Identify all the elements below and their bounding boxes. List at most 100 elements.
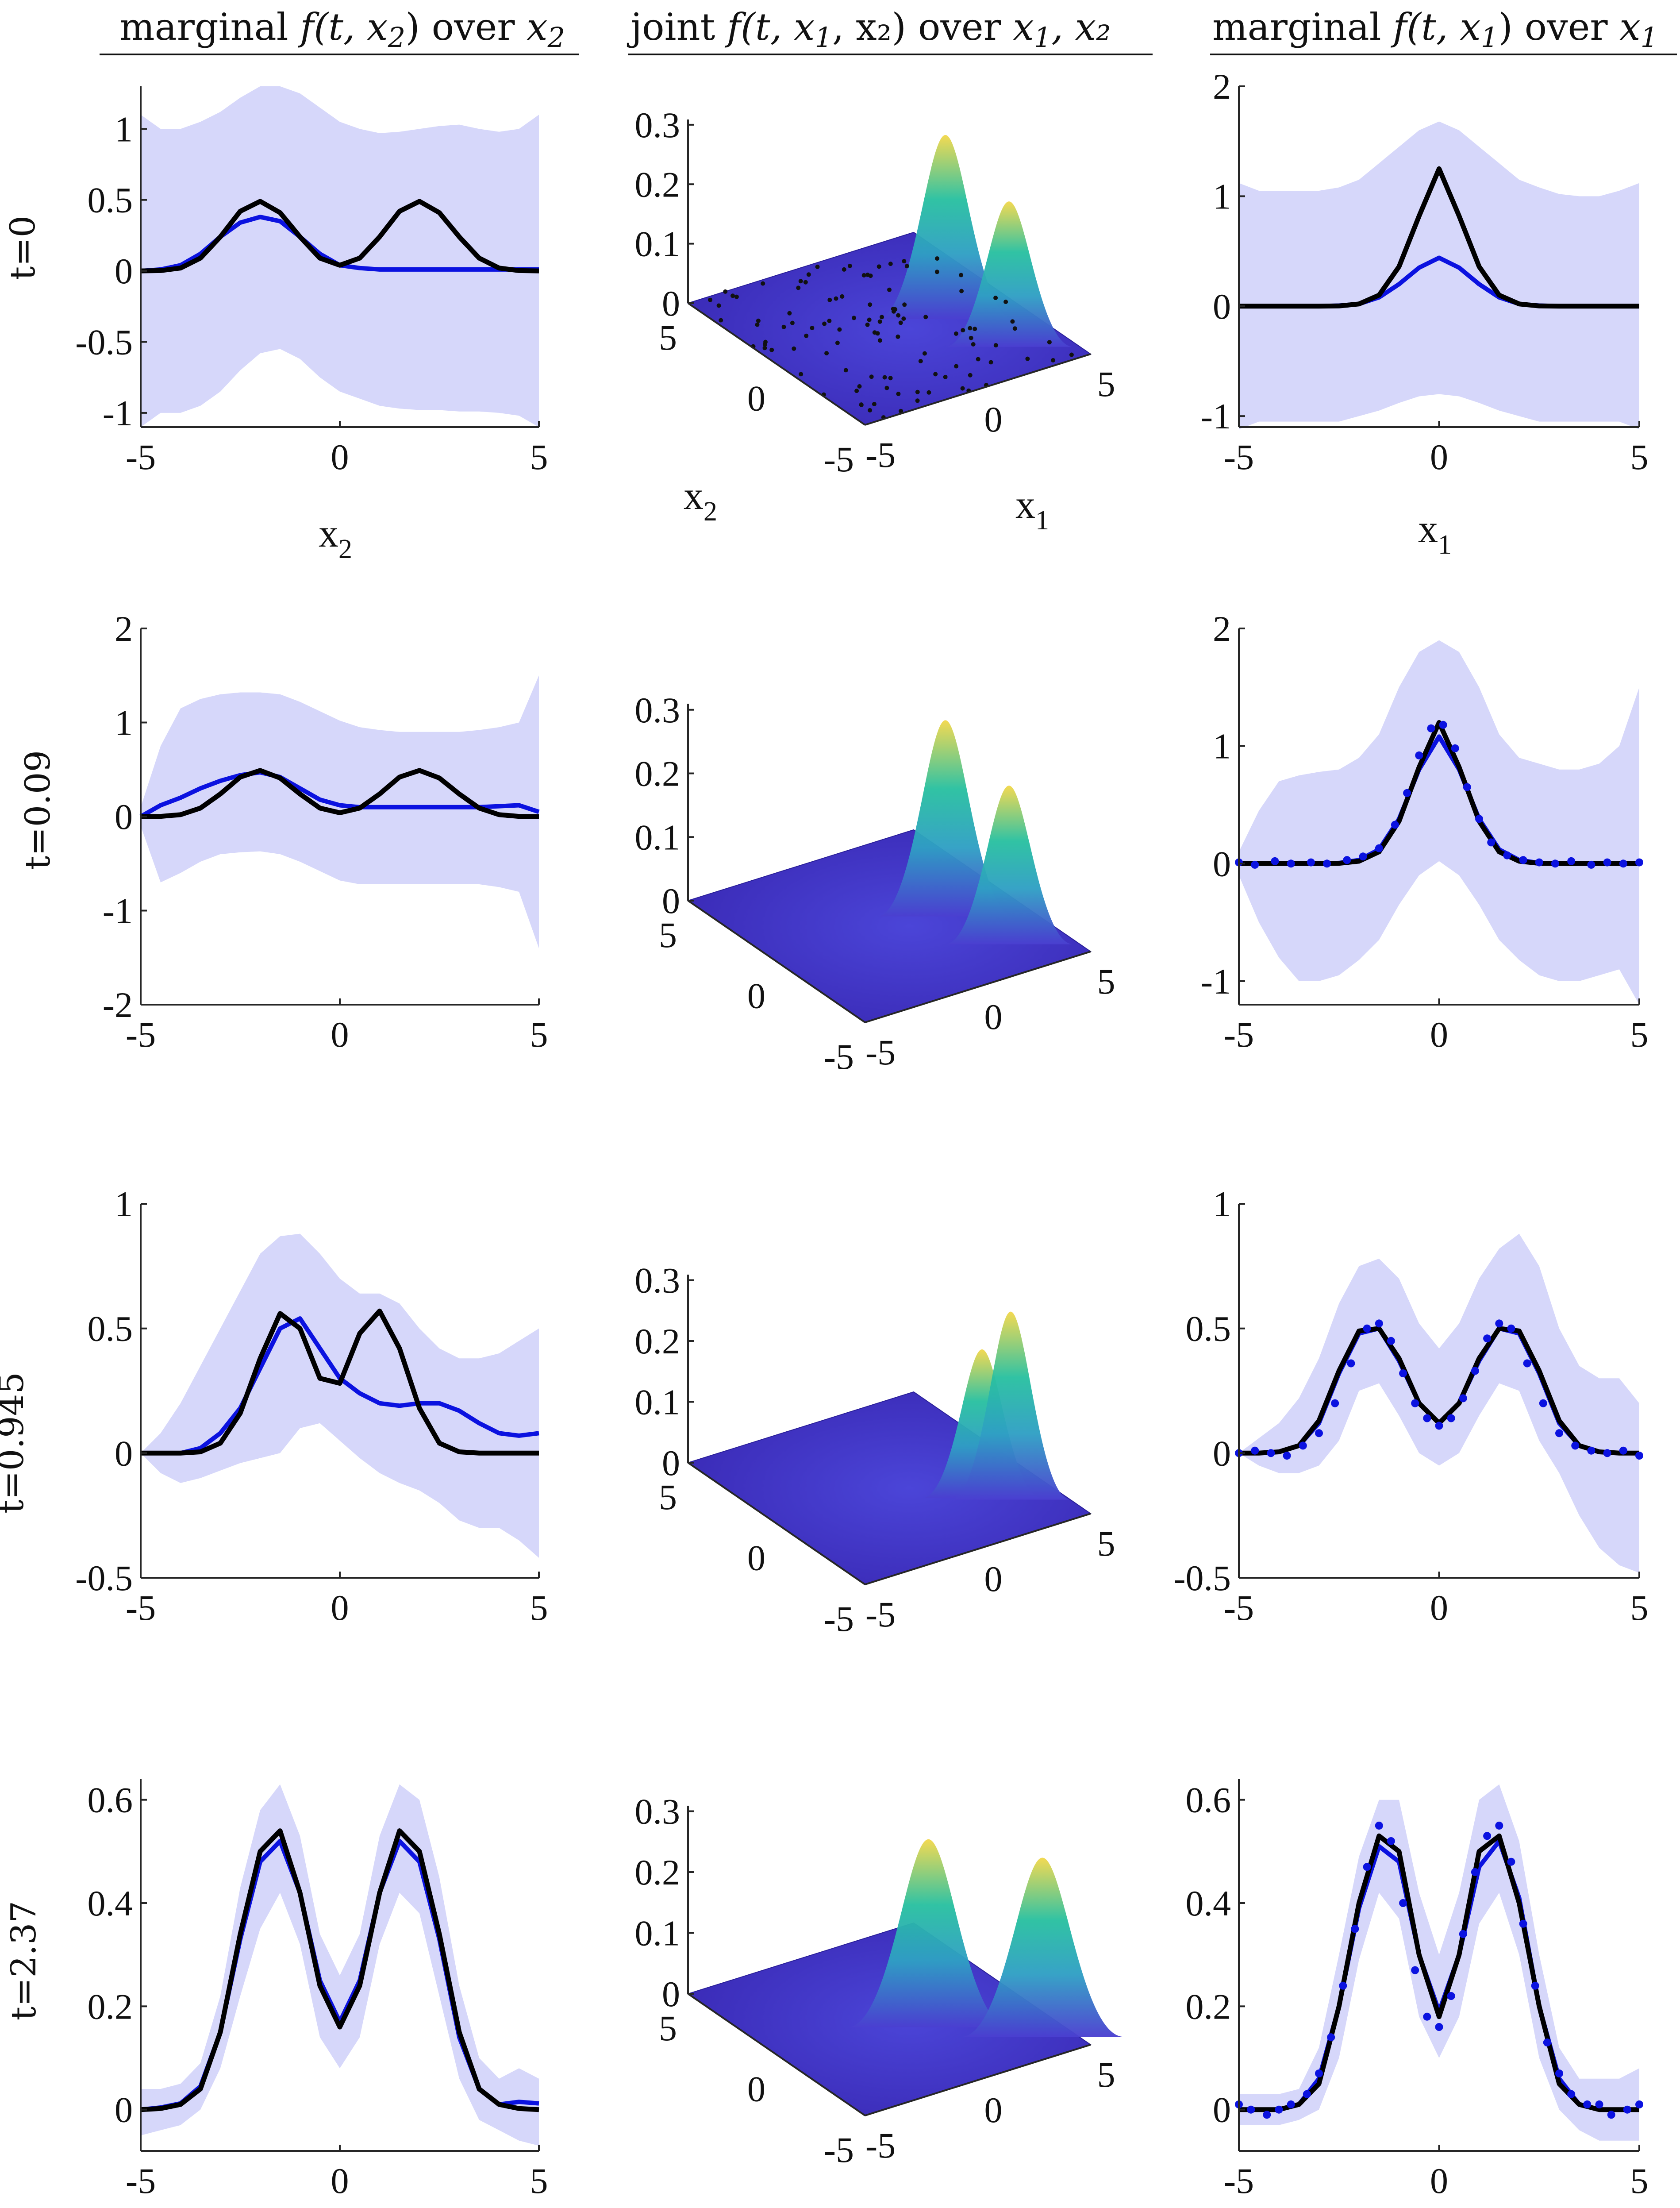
panel-joint-row3: 00.10.20.350-5 -505: [635, 1792, 1123, 2170]
column-title-marginal-x1: marginal f(t, x1) over x1: [1210, 5, 1677, 55]
x1-axis: [865, 951, 1091, 1023]
sample-point: [993, 296, 998, 300]
sample-point: [796, 285, 801, 290]
panel-marginal-x2-row1: -2 -1 0 1 2 -5 0 5: [103, 609, 548, 1055]
x2-axis: [687, 1993, 866, 2116]
sample-point: [922, 351, 927, 356]
sample-point: [902, 302, 907, 307]
sample-point: [976, 357, 980, 362]
data-point: [1567, 2090, 1576, 2098]
column-title-marginal-x2: marginal f(t, x2) over x2: [100, 5, 579, 55]
data-point: [1323, 859, 1331, 868]
x-tick-label: 5: [530, 437, 548, 477]
sample-point: [810, 326, 815, 330]
data-point: [1363, 1324, 1371, 1333]
x2-tick-label: 0: [747, 2069, 765, 2109]
sample-point: [806, 272, 811, 277]
x-tick-label: 5: [530, 1014, 548, 1055]
data-point: [1555, 1429, 1563, 1437]
sample-point: [877, 338, 882, 343]
sample-point: [904, 264, 909, 269]
x2-tick-label: -5: [824, 1037, 854, 1077]
x-tick-label: 0: [331, 2161, 349, 2201]
x-tick-label: 0: [1430, 437, 1448, 477]
data-point: [1619, 1446, 1627, 1455]
row-label-2: t=0.945: [0, 1372, 31, 1514]
panel-marginal-x2-row2: -0.5 0 0.5 1 -5 0 5: [75, 1184, 548, 1628]
data-point: [1399, 1369, 1407, 1378]
data-point: [1483, 1832, 1492, 1840]
sample-point: [960, 386, 965, 391]
data-point: [1447, 1414, 1455, 1422]
x-tick-label: 0: [1430, 2161, 1448, 2201]
sample-point: [933, 372, 938, 377]
data-point: [1531, 1981, 1539, 1990]
y-tick-label: 0: [1213, 1433, 1231, 1473]
sample-point: [918, 359, 923, 363]
z-tick-label: 0.2: [635, 1852, 680, 1892]
panel-marginal-x1-row0: -1 0 1 2 -5 0 5: [1201, 66, 1649, 477]
joint-label-x2-row0: x2: [684, 474, 717, 527]
sample-point: [840, 294, 845, 299]
sample-point: [804, 333, 809, 338]
data-point: [1551, 859, 1559, 868]
surface-peak: [848, 1839, 1008, 2027]
z-tick-label: 0.1: [635, 1913, 680, 1954]
data-point: [1635, 1452, 1643, 1460]
uncertainty-band: [141, 86, 539, 427]
sample-point: [968, 326, 973, 331]
sample-point: [993, 343, 998, 348]
data-point: [1475, 815, 1483, 823]
data-point: [1263, 2111, 1271, 2119]
data-point: [1519, 1919, 1527, 1928]
data-point: [1495, 1822, 1503, 1830]
data-point: [1375, 844, 1383, 852]
sample-point: [847, 263, 852, 268]
x1-tick-label: -5: [865, 2125, 896, 2166]
sample-point: [835, 340, 840, 345]
sample-point: [861, 273, 866, 277]
x1-tick-label: 0: [984, 399, 1003, 439]
x-tick-label: -5: [126, 437, 156, 477]
sample-point: [896, 334, 900, 339]
sample-point: [867, 317, 872, 322]
data-point: [1463, 783, 1471, 791]
sample-point: [857, 384, 862, 389]
data-point: [1519, 856, 1527, 864]
sample-point: [888, 262, 893, 266]
x2-tick-label: 0: [747, 976, 765, 1016]
y-tick-label: 0: [115, 1433, 133, 1473]
data-point: [1487, 838, 1495, 847]
x1-tick-label: 5: [1097, 2054, 1115, 2095]
svg-text:marginal f(t, x1) over x1: marginal f(t, x1) over x1: [1212, 5, 1658, 54]
data-point: [1623, 2105, 1631, 2114]
z-tick-label: 0.3: [635, 1792, 680, 1832]
y-tick-label: 0: [115, 2090, 133, 2130]
sample-point: [837, 327, 842, 332]
y-tick-label: 0.2: [1186, 1986, 1231, 2027]
x-tick-label: -5: [126, 1588, 156, 1628]
xlabel-x2-row0: x2: [319, 512, 352, 564]
data-point: [1451, 744, 1459, 752]
sample-point: [787, 311, 792, 316]
data-point: [1567, 857, 1576, 865]
data-point: [1411, 1399, 1419, 1407]
x-tick-label: 5: [1630, 437, 1649, 477]
data-point: [1439, 721, 1447, 729]
data-point: [1607, 2111, 1615, 2119]
panel-marginal-x1-row1: -1 0 1 2 -5 0 5: [1201, 609, 1649, 1055]
sample-point: [799, 372, 803, 377]
x1-axis: [865, 2044, 1091, 2116]
sample-point: [1012, 326, 1017, 331]
svg-text:marginal f(t, x2) over x2: marginal f(t, x2) over x2: [119, 5, 565, 54]
y-tick-label: 0.4: [1186, 1883, 1231, 1923]
data-point: [1447, 1992, 1455, 2000]
data-point: [1387, 1337, 1395, 1345]
z-tick-label: 0: [662, 1443, 680, 1483]
column-title-joint: joint f(t, x1, x₂) over x1, x₂: [627, 5, 1153, 55]
sample-point: [868, 302, 873, 307]
x-tick-label: 5: [530, 2161, 548, 2201]
truth-line: [140, 768, 539, 819]
sample-point: [969, 335, 973, 340]
x-tick-label: 0: [1430, 1014, 1448, 1055]
